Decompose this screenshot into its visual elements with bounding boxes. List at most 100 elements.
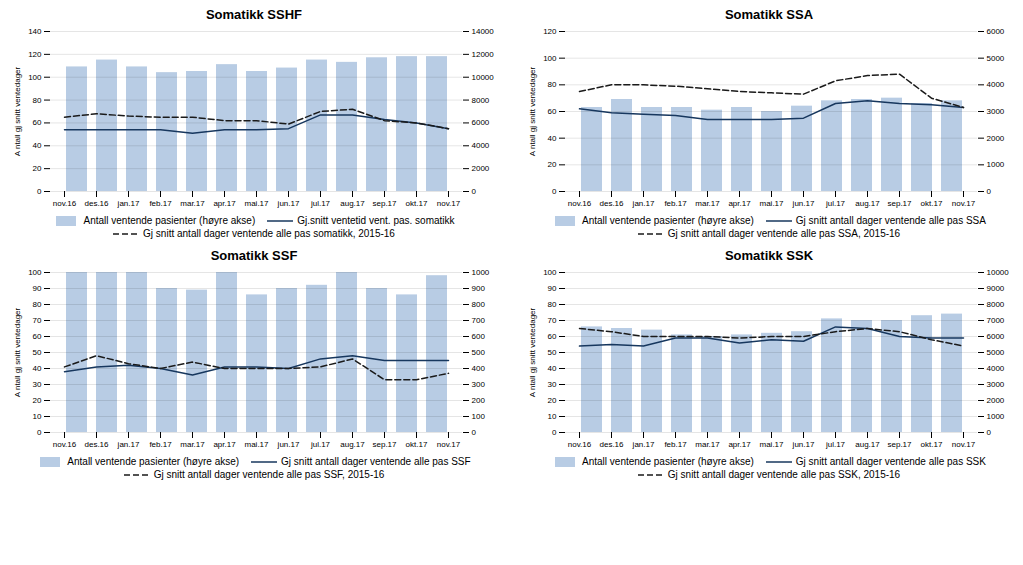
- svg-text:120: 120: [28, 50, 42, 59]
- svg-text:4000: 4000: [987, 364, 1005, 373]
- svg-text:mar.17: mar.17: [180, 199, 205, 208]
- svg-text:nov.17: nov.17: [952, 440, 976, 449]
- svg-text:0: 0: [37, 187, 42, 196]
- svg-text:des.16: des.16: [84, 440, 109, 449]
- svg-text:mai.17: mai.17: [759, 440, 784, 449]
- svg-text:80: 80: [33, 300, 42, 309]
- svg-text:okt.17: okt.17: [921, 199, 943, 208]
- svg-text:12000: 12000: [472, 50, 495, 59]
- svg-text:2000: 2000: [472, 164, 490, 173]
- svg-text:40: 40: [33, 364, 42, 373]
- svg-text:70: 70: [548, 316, 557, 325]
- svg-text:3000: 3000: [987, 380, 1005, 389]
- svg-text:100: 100: [28, 73, 42, 82]
- svg-text:mai.17: mai.17: [244, 440, 269, 449]
- svg-text:10000: 10000: [472, 73, 495, 82]
- svg-text:8000: 8000: [472, 96, 490, 105]
- svg-text:2000: 2000: [987, 396, 1005, 405]
- svg-text:des.16: des.16: [84, 199, 109, 208]
- svg-text:6000: 6000: [987, 332, 1005, 341]
- svg-text:nov.17: nov.17: [437, 440, 461, 449]
- svg-text:mar.17: mar.17: [695, 440, 720, 449]
- svg-text:aug.17: aug.17: [340, 199, 365, 208]
- svg-text:20: 20: [33, 396, 42, 405]
- svg-text:feb.17: feb.17: [149, 199, 172, 208]
- svg-text:des.16: des.16: [599, 199, 624, 208]
- svg-text:apr.17: apr.17: [728, 199, 751, 208]
- svg-text:800: 800: [472, 300, 486, 309]
- svg-text:30: 30: [548, 380, 557, 389]
- svg-text:80: 80: [548, 80, 557, 89]
- svg-text:30: 30: [33, 380, 42, 389]
- svg-text:20: 20: [33, 164, 42, 173]
- svg-text:0: 0: [987, 187, 992, 196]
- svg-text:0: 0: [472, 428, 477, 437]
- svg-text:jul.17: jul.17: [825, 440, 846, 449]
- svg-text:feb.17: feb.17: [664, 199, 687, 208]
- svg-text:jan.17: jan.17: [632, 440, 655, 449]
- svg-text:okt.17: okt.17: [406, 199, 428, 208]
- svg-text:jun.17: jun.17: [792, 440, 815, 449]
- svg-text:8000: 8000: [987, 300, 1005, 309]
- svg-text:900: 900: [472, 284, 486, 293]
- svg-text:jul.17: jul.17: [310, 199, 331, 208]
- svg-text:50: 50: [548, 348, 557, 357]
- svg-text:4000: 4000: [472, 141, 490, 150]
- svg-text:6000: 6000: [472, 118, 490, 127]
- svg-text:jun.17: jun.17: [277, 199, 300, 208]
- svg-text:20: 20: [548, 160, 557, 169]
- svg-text:50: 50: [33, 348, 42, 357]
- svg-text:nov.17: nov.17: [437, 199, 461, 208]
- svg-text:80: 80: [33, 96, 42, 105]
- svg-text:400: 400: [472, 364, 486, 373]
- svg-text:okt.17: okt.17: [406, 440, 428, 449]
- svg-text:40: 40: [548, 134, 557, 143]
- svg-text:0: 0: [987, 428, 992, 437]
- svg-text:1000: 1000: [472, 268, 490, 277]
- svg-text:0: 0: [552, 187, 557, 196]
- svg-text:apr.17: apr.17: [213, 199, 236, 208]
- svg-text:80: 80: [548, 300, 557, 309]
- svg-text:A ntall gj snitt ventedager: A ntall gj snitt ventedager: [528, 66, 537, 156]
- svg-text:90: 90: [33, 284, 42, 293]
- svg-text:140: 140: [28, 27, 42, 36]
- svg-text:sep.17: sep.17: [372, 199, 397, 208]
- svg-text:5000: 5000: [987, 348, 1005, 357]
- svg-text:sep.17: sep.17: [887, 440, 912, 449]
- svg-text:10: 10: [548, 412, 557, 421]
- svg-text:aug.17: aug.17: [855, 199, 880, 208]
- svg-text:des.16: des.16: [599, 440, 624, 449]
- svg-text:6000: 6000: [987, 27, 1005, 36]
- svg-text:A ntall gj snitt ventedager: A ntall gj snitt ventedager: [528, 307, 537, 397]
- svg-text:600: 600: [472, 332, 486, 341]
- svg-text:90: 90: [548, 284, 557, 293]
- svg-text:40: 40: [548, 364, 557, 373]
- svg-text:100: 100: [543, 54, 557, 63]
- svg-text:jan.17: jan.17: [117, 199, 140, 208]
- svg-text:apr.17: apr.17: [213, 440, 236, 449]
- svg-text:feb.17: feb.17: [149, 440, 172, 449]
- svg-text:60: 60: [33, 118, 42, 127]
- svg-text:A ntall gj snitt ventedager: A ntall gj snitt ventedager: [13, 307, 22, 397]
- svg-text:jun.17: jun.17: [792, 199, 815, 208]
- svg-text:0: 0: [37, 428, 42, 437]
- svg-text:60: 60: [548, 107, 557, 116]
- svg-text:nov.16: nov.16: [568, 199, 592, 208]
- svg-text:3000: 3000: [987, 107, 1005, 116]
- svg-text:jan.17: jan.17: [632, 199, 655, 208]
- svg-text:60: 60: [548, 332, 557, 341]
- svg-text:10000: 10000: [987, 268, 1010, 277]
- svg-text:500: 500: [472, 348, 486, 357]
- svg-text:300: 300: [472, 380, 486, 389]
- svg-text:jul.17: jul.17: [310, 440, 331, 449]
- svg-text:jun.17: jun.17: [277, 440, 300, 449]
- svg-text:mar.17: mar.17: [180, 440, 205, 449]
- svg-text:sep.17: sep.17: [887, 199, 912, 208]
- svg-text:100: 100: [543, 268, 557, 277]
- svg-text:7000: 7000: [987, 316, 1005, 325]
- svg-text:1000: 1000: [987, 160, 1005, 169]
- svg-text:4000: 4000: [987, 80, 1005, 89]
- svg-text:700: 700: [472, 316, 486, 325]
- svg-text:2000: 2000: [987, 134, 1005, 143]
- svg-text:jan.17: jan.17: [117, 440, 140, 449]
